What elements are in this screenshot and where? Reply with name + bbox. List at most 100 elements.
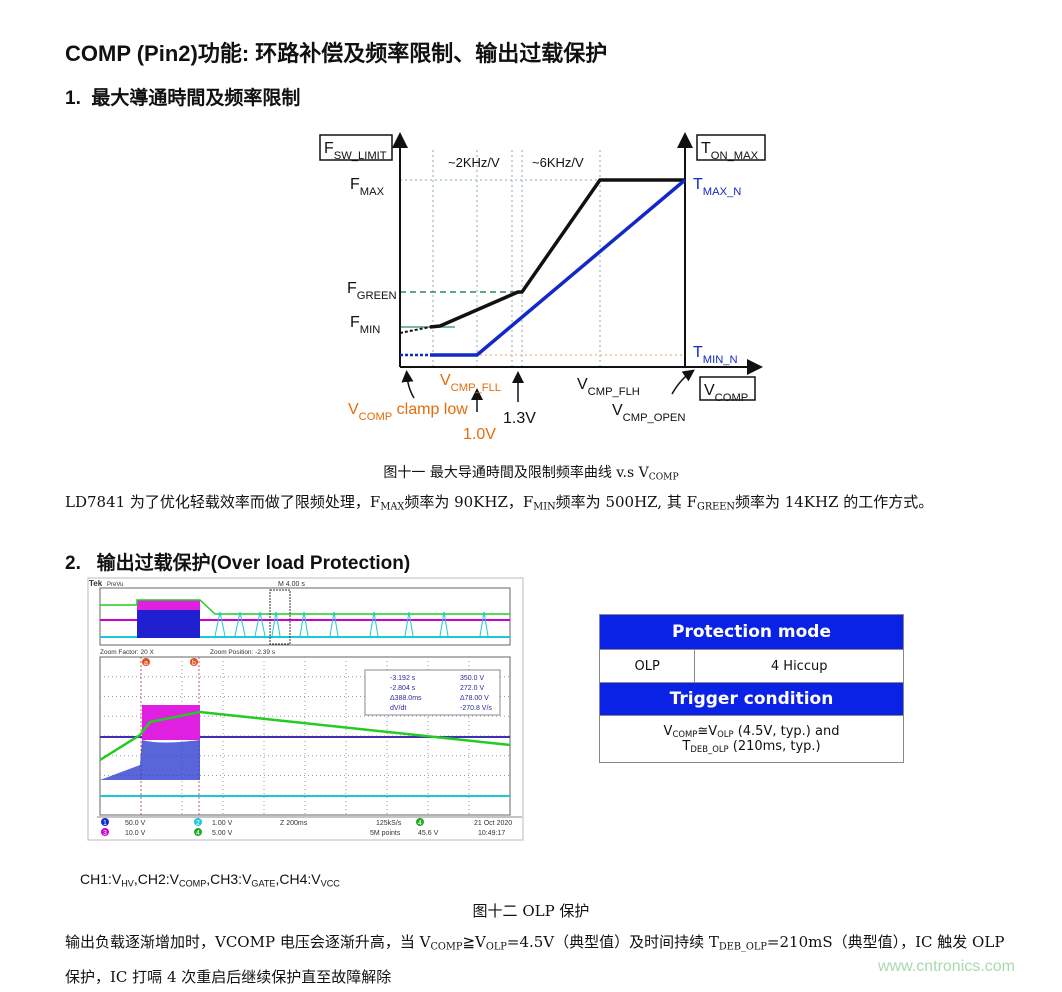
diagram [319, 132, 766, 412]
subscript: DEB_OLP [718, 941, 767, 953]
text-run: F [347, 280, 357, 297]
cursor-readout: -3.192 s [390, 675, 416, 682]
subscript: COMP [648, 472, 679, 483]
subscript: MIN [533, 501, 556, 513]
text-run: F [350, 314, 360, 331]
subscript: GREEN [697, 501, 735, 513]
subscript: ON_MAX [711, 150, 759, 162]
text-run: V [577, 376, 588, 393]
paragraph: 输出负载逐渐增加时，VCOMP 电压会逐渐升高，当 VCOMP≧VOLP=4.5… [65, 927, 1005, 992]
text-run: ,CH3:V [206, 871, 252, 887]
zoom-time: Z 200ms [280, 820, 308, 827]
label: VCMP_FLL [440, 372, 501, 394]
subscript: GREEN [357, 290, 397, 302]
text-run: T [693, 176, 703, 193]
label: 1.3V [503, 410, 536, 427]
label: VCOMP clamp low [348, 401, 468, 423]
sample-rate: 125kS/s [376, 820, 402, 827]
text-run: (4.5V, typ.) and [733, 723, 840, 739]
channel-scale: 1.00 V [212, 820, 233, 827]
label: TMIN_N [693, 344, 738, 366]
text-run: 图十一 最大导通時間及限制频率曲线 v.s V [383, 465, 649, 481]
text-run: (210ms, typ.) [728, 739, 821, 754]
cell-line: TDEB_OLP (210ms, typ.) [600, 739, 903, 754]
channel-scale: 5.00 V [212, 830, 233, 837]
subscript: CMP_FLH [588, 386, 640, 398]
text-run: ≧V [462, 933, 486, 951]
heading: 2. 输出过载保护(Over load Protection) [65, 553, 411, 574]
channel-badge: 1 [103, 820, 107, 827]
cursor-readout: Δ78.00 V [460, 695, 489, 702]
paragraph: LD7841 为了优化轻载效率而做了限频处理，FMAX频率为 90KHZ，FMI… [65, 491, 933, 512]
text-run: =210mS（典型值），IC 触发 OLP 保护，IC 打嗝 4 次重启后继续保… [65, 933, 1005, 987]
channel-note: CH1:VHV,CH2:VCOMP,CH3:VGATE,CH4:VVCC [80, 871, 340, 888]
table-cell: 4 Hiccup [694, 649, 904, 683]
subscript: COMP [359, 411, 393, 423]
table-header: Trigger condition [599, 682, 904, 716]
cursor-marker: b [192, 660, 196, 667]
subscript: COMP [179, 878, 207, 889]
channel-badge: 2 [196, 820, 200, 827]
subscript: HV [121, 878, 134, 889]
subscript: GATE [251, 878, 276, 889]
label: TMAX_N [693, 176, 741, 198]
time: 10:49:17 [478, 830, 505, 837]
text-run: F [324, 140, 334, 157]
subscript: COMP [672, 729, 698, 739]
caption: 图十二 OLP 保护 [472, 902, 590, 920]
text-run: T [701, 140, 711, 157]
text-run: ,CH4:V [275, 871, 321, 887]
text-run: T [693, 344, 703, 361]
scope-brand: Tek [89, 579, 103, 588]
text-run: V [348, 401, 359, 418]
cursor-readout: Δ388.0ms [390, 695, 422, 702]
scope-mode: PreVu [107, 582, 123, 588]
subscript: COMP [715, 392, 749, 404]
text-run: ≅V [697, 723, 718, 739]
text-run: CH1:V [80, 871, 122, 887]
channel-scale: 50.0 V [125, 820, 146, 827]
subscript: MAX [380, 501, 405, 513]
table: Protection mode OLP 4 Hiccup Trigger cond… [598, 614, 904, 763]
cursor-readout: 272.0 V [460, 685, 484, 692]
date: 21 Oct 2020 [474, 820, 512, 827]
label: 1.0V [463, 426, 496, 443]
zoom-position: Zoom Position: -2.39 s [210, 649, 276, 656]
title: COMP (Pin2)功能: 环路补偿及频率限制、输出过载保护 [65, 41, 608, 66]
text-run: V [440, 372, 451, 389]
text-run: clamp low [392, 401, 468, 418]
annotation: ~6KHz/V [532, 155, 584, 170]
heading: 1. 最大導通時間及频率限制 [65, 88, 301, 109]
text-run: 频率为 500HZ, 其 F [555, 493, 698, 511]
oscilloscope: Tek PreVu M 4.00 s Zoom Factor: 20 X Zoo… [87, 577, 524, 841]
subscript: COMP [430, 941, 463, 953]
channel-badge: 4 [196, 830, 200, 837]
record-length: 5M points [370, 830, 401, 837]
graphics: FSW_LIMIT TON_MAX ~2KHz/V ~6KHz/V FMAX T… [87, 132, 766, 841]
cursor-readout: -2.804 s [390, 685, 416, 692]
axis-label: FSW_LIMIT [324, 140, 387, 162]
text-run: ,CH2:V [133, 871, 179, 887]
axis-label: TON_MAX [701, 140, 759, 162]
cursor-readout: dV/dt [390, 705, 406, 712]
cursor-marker: a [144, 660, 148, 667]
label: FGREEN [347, 280, 397, 302]
text-run: LD7841 为了优化轻载效率而做了限频处理，F [65, 493, 381, 511]
label: FMAX [350, 176, 385, 198]
text-run: 频率为 90KHZ，F [404, 493, 534, 511]
label: FMIN [350, 314, 380, 336]
text-run: 输出负载逐渐增加时，VCOMP 电压会逐渐升高，当 V [65, 933, 431, 951]
text-run: V [704, 382, 715, 399]
annotation: ~2KHz/V [448, 155, 500, 170]
channel-badge: 3 [103, 830, 107, 837]
cursor-readout: -270.8 V/s [460, 705, 492, 712]
text-run: F [350, 176, 360, 193]
table-cell: VCOMP≅VOLP (4.5V, typ.) and TDEB_OLP (210… [599, 715, 904, 763]
subscript: MAX [360, 186, 385, 198]
watermark: www.cntronics.com [878, 958, 1015, 975]
table-cell: OLP [598, 649, 696, 683]
text-run: T [682, 739, 691, 754]
cell-line: VCOMP≅VOLP (4.5V, typ.) and [600, 724, 903, 739]
subscript: DEB_OLP [690, 744, 729, 755]
